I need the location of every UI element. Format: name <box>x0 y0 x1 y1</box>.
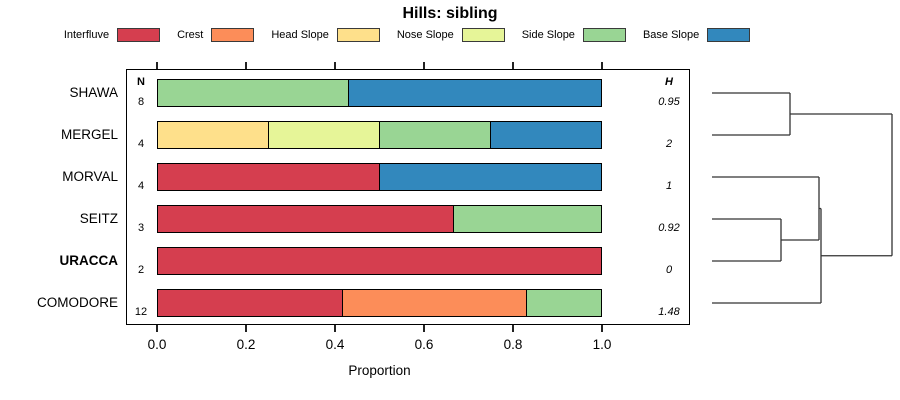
legend-color-swatch <box>117 27 161 42</box>
h-value: 0.92 <box>658 222 680 234</box>
bar-segment <box>348 80 601 106</box>
legend-color-swatch <box>336 27 380 42</box>
x-tick-top <box>245 62 247 69</box>
x-tick-bottom <box>334 325 336 332</box>
x-tick-top <box>334 62 336 69</box>
legend-item-label: Base Slope <box>642 28 700 41</box>
stacked-bar <box>157 247 602 275</box>
legend-item-label: Side Slope <box>521 28 575 41</box>
x-tick-label: 0.8 <box>503 337 523 352</box>
legend-color-swatch <box>582 27 626 42</box>
plot-area <box>126 69 690 325</box>
bar-segment <box>379 122 490 148</box>
h-value: 1.48 <box>658 306 680 318</box>
row-label: MORVAL <box>62 169 118 184</box>
x-tick-top <box>512 62 514 69</box>
bar-segment <box>268 122 379 148</box>
x-tick-bottom <box>423 325 425 332</box>
row-label: COMODORE <box>37 295 118 310</box>
n-value: 8 <box>137 96 145 108</box>
x-tick-label: 0.0 <box>147 337 167 352</box>
x-tick-label: 0.6 <box>414 337 434 352</box>
h-column-header: H <box>665 76 673 88</box>
n-value: 12 <box>134 306 148 318</box>
stacked-bar <box>157 163 602 191</box>
legend: Interfluve Crest Head Slope Nose Slope Side … <box>63 27 751 42</box>
x-axis-title: Proportion <box>348 363 411 378</box>
h-value: 0.95 <box>658 96 680 108</box>
legend-item-label: Nose Slope <box>396 28 454 41</box>
x-tick-bottom <box>156 325 158 332</box>
stacked-bar <box>157 289 602 317</box>
x-tick-label: 0.4 <box>325 337 345 352</box>
bar-segment <box>158 290 342 316</box>
legend-item: Base Slope <box>642 27 751 42</box>
legend-color-swatch <box>707 27 751 42</box>
bar-segment <box>158 80 349 106</box>
dendrogram-links <box>712 92 893 304</box>
bar-segment <box>452 206 601 232</box>
h-value: 0 <box>665 264 673 276</box>
x-tick-bottom <box>601 325 603 332</box>
bar-segment <box>158 164 379 190</box>
bar-segment <box>158 122 268 148</box>
x-tick-top <box>423 62 425 69</box>
row-label: URACCA <box>59 253 119 268</box>
n-value: 3 <box>137 222 145 234</box>
legend-item-label: Interfluve <box>63 28 110 41</box>
n-column-header: N <box>137 76 145 88</box>
bar-segment <box>526 290 602 316</box>
x-tick-label: 1.0 <box>592 337 612 352</box>
legend-item: Crest <box>177 27 255 42</box>
legend-item: Nose Slope <box>396 27 505 42</box>
legend-item: Head Slope <box>271 27 380 42</box>
h-value: 1 <box>665 180 673 192</box>
n-value: 4 <box>137 138 145 150</box>
bar-segment <box>158 206 453 232</box>
chart-title: Hills: sibling <box>402 5 498 22</box>
h-value: 2 <box>665 138 673 150</box>
n-value: 2 <box>137 264 145 276</box>
bar-segment <box>158 248 601 274</box>
stacked-bar <box>157 205 602 233</box>
x-tick-bottom <box>245 325 247 332</box>
legend-item: Interfluve <box>63 27 161 42</box>
x-tick-bottom <box>512 325 514 332</box>
legend-item: Side Slope <box>521 27 626 42</box>
x-tick-top <box>156 62 158 69</box>
legend-item-label: Head Slope <box>271 28 329 41</box>
x-tick-label: 0.2 <box>236 337 256 352</box>
legend-color-swatch <box>461 27 505 42</box>
legend-color-swatch <box>211 27 255 42</box>
stacked-bar <box>157 79 602 107</box>
row-label: SEITZ <box>79 211 118 226</box>
n-value: 4 <box>137 180 145 192</box>
x-tick-top <box>601 62 603 69</box>
bar-segment <box>490 122 601 148</box>
bar-segment <box>379 164 601 190</box>
legend-item-label: Crest <box>177 28 204 41</box>
row-label: SHAWA <box>69 85 118 100</box>
bar-segment <box>341 290 527 316</box>
row-label: MERGEL <box>60 127 118 142</box>
stacked-bar <box>157 121 602 149</box>
